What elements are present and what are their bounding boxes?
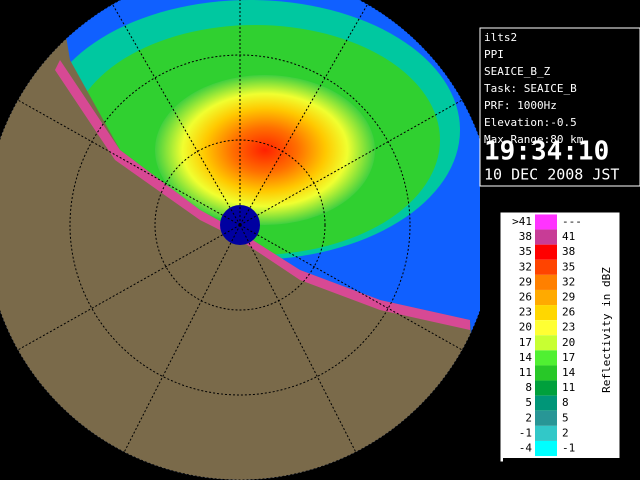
legend-swatch — [535, 289, 557, 306]
info-line: Task: SEAICE_B — [484, 82, 577, 95]
legend-high: 2 — [562, 426, 569, 439]
legend-high: 5 — [562, 411, 569, 424]
legend-swatch — [535, 410, 557, 426]
legend-high: 26 — [562, 306, 575, 319]
legend-low: 29 — [519, 275, 532, 288]
legend-box — [499, 211, 621, 463]
legend-high: 20 — [562, 336, 575, 349]
legend-swatch — [535, 335, 557, 351]
legend-swatch — [535, 395, 557, 411]
legend-low: >41 — [512, 215, 532, 228]
info-line: Max Range:80 km — [484, 133, 584, 146]
info-line: PRF: 1000Hz — [484, 99, 557, 112]
legend-high: 23 — [562, 321, 575, 334]
legend-low: 38 — [519, 230, 532, 243]
legend-high: 17 — [562, 351, 575, 364]
legend-shadow — [503, 458, 623, 462]
time: 19:34:10 — [484, 137, 609, 167]
legend-low: -1 — [519, 426, 532, 439]
legend-title: Reflectivity in dBZ — [600, 267, 613, 393]
info-line: ilts2 — [484, 31, 517, 44]
legend-swatch — [535, 305, 557, 321]
info-line: SEAICE_B_Z — [484, 65, 551, 78]
legend-high: 41 — [562, 230, 575, 243]
info-line: PPI — [484, 48, 504, 61]
date: 10 DEC 2008 JST — [484, 166, 619, 184]
legend-high: 38 — [562, 245, 575, 258]
legend-swatch — [535, 380, 557, 396]
legend-swatch — [535, 440, 557, 457]
legend-swatch — [535, 214, 557, 230]
legend-high: 8 — [562, 396, 569, 409]
legend-high: 29 — [562, 291, 575, 304]
legend-high: 11 — [562, 381, 575, 394]
legend-low: 17 — [519, 336, 532, 349]
legend-low: -4 — [519, 442, 533, 455]
legend-low: 35 — [519, 245, 532, 258]
info-panel — [479, 27, 640, 187]
legend-low: 8 — [525, 381, 532, 394]
legend-swatch — [535, 274, 557, 290]
legend-swatch — [535, 244, 557, 260]
legend-swatch — [535, 259, 557, 275]
legend-high: 35 — [562, 260, 575, 273]
legend-swatch — [535, 425, 557, 441]
legend-high: --- — [562, 215, 582, 228]
legend-high: 14 — [562, 366, 576, 379]
legend-swatch — [535, 350, 557, 366]
legend-low: 20 — [519, 321, 532, 334]
legend-low: 23 — [519, 306, 532, 319]
info-text: 19:34:10 10 DEC 2008 JST ilts2 PPI SEAICE_… — [484, 31, 619, 184]
legend-low: 2 — [525, 411, 532, 424]
legend-swatch — [535, 229, 557, 245]
legend-low: 32 — [519, 260, 532, 273]
legend-swatch — [535, 320, 557, 336]
legend: >41 --- 38 41 35 38 32 35 29 32 26 29 23 26 20 23 17 20 14… — [512, 214, 582, 457]
legend-low: 26 — [519, 291, 532, 304]
range-rings — [0, 0, 495, 480]
legend-high: -1 — [562, 442, 575, 455]
legend-low: 5 — [525, 396, 532, 409]
info-line: Elevation:-0.5 — [484, 116, 577, 129]
legend-low: 14 — [519, 351, 533, 364]
legend-high: 32 — [562, 275, 575, 288]
legend-swatch — [535, 365, 557, 381]
legend-low: 11 — [519, 366, 532, 379]
